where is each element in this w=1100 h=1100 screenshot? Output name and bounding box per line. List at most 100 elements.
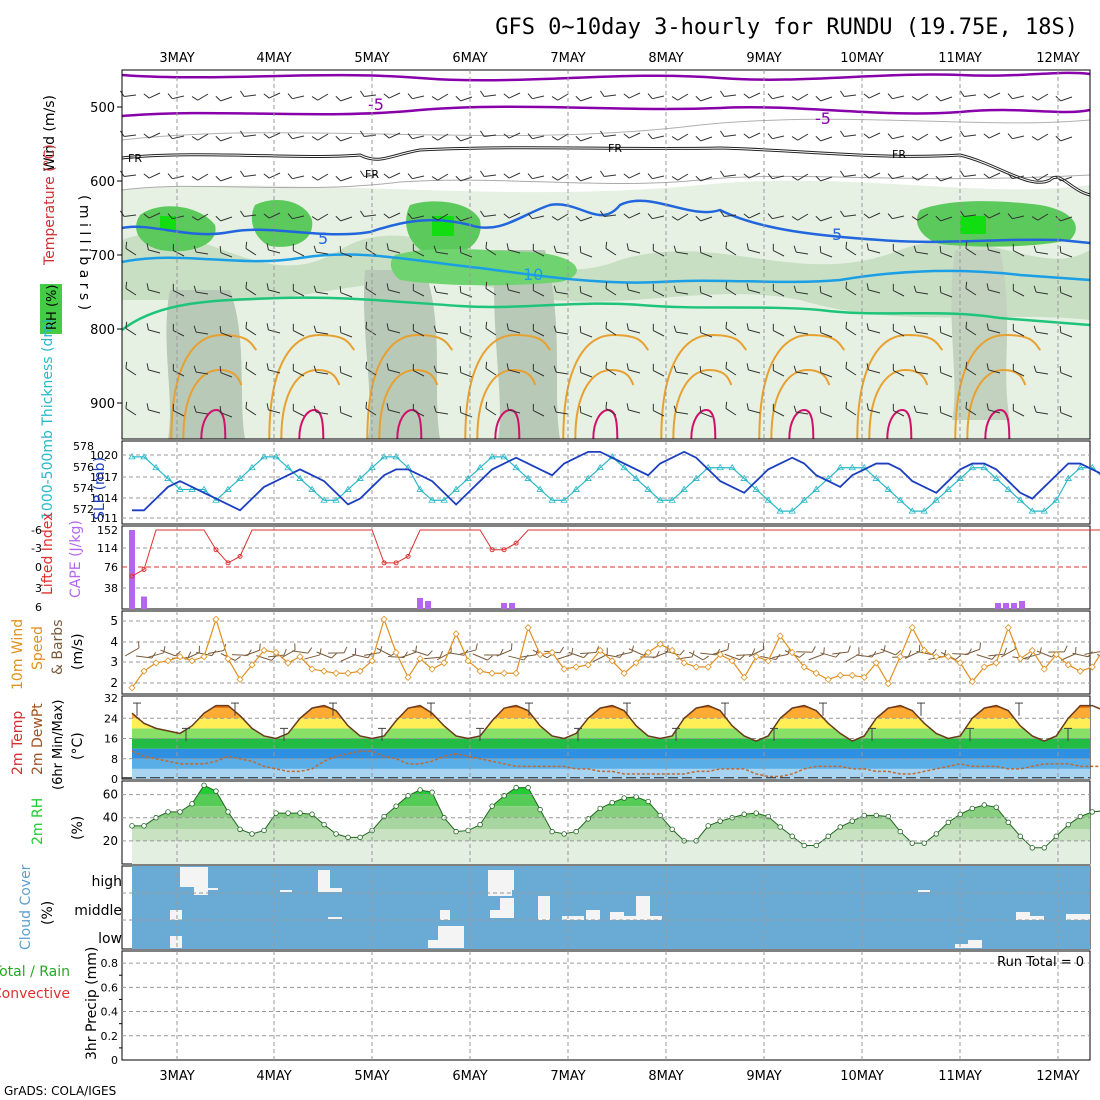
barb-flag bbox=[1012, 283, 1014, 291]
wind-barb bbox=[671, 93, 689, 101]
barb-staff bbox=[725, 288, 737, 296]
barb-flag bbox=[407, 133, 413, 140]
barb-staff bbox=[940, 252, 953, 258]
barb-flag bbox=[506, 283, 509, 290]
orange-isotherm-inner bbox=[770, 368, 831, 440]
barb-flag bbox=[746, 243, 749, 250]
barb-staff bbox=[676, 411, 689, 415]
rh-point bbox=[321, 821, 327, 828]
barb-staff bbox=[604, 214, 617, 217]
wind-barb bbox=[699, 365, 713, 378]
surface-barb-staff bbox=[592, 653, 608, 663]
barb-staff bbox=[1012, 135, 1025, 140]
barb-flag bbox=[772, 283, 774, 291]
wind-barb bbox=[892, 283, 905, 297]
barb-flag bbox=[671, 96, 678, 101]
surface-barb-flag bbox=[823, 647, 825, 655]
barb-staff bbox=[557, 213, 569, 221]
barb-staff bbox=[388, 172, 401, 179]
barb-flag bbox=[935, 95, 942, 102]
rh-point bbox=[141, 823, 147, 829]
wind-barb bbox=[772, 323, 785, 337]
wind-barb bbox=[503, 92, 521, 99]
day-label-bottom: 8MAY bbox=[648, 1069, 683, 1084]
thickness-point bbox=[188, 485, 196, 492]
barb-staff bbox=[412, 135, 425, 140]
rh-point bbox=[993, 804, 999, 810]
surface-barb-flag bbox=[691, 650, 695, 658]
wind-barb bbox=[359, 130, 377, 137]
wind-speed-point bbox=[656, 640, 664, 648]
wind-barb bbox=[887, 93, 905, 100]
barb-flag bbox=[431, 96, 438, 101]
barb-flag bbox=[287, 213, 293, 220]
wind-speed-point bbox=[728, 657, 736, 665]
wind-barb bbox=[1007, 93, 1025, 100]
barb-staff bbox=[532, 215, 545, 220]
wind-speed-point bbox=[164, 657, 172, 665]
barb-flag bbox=[699, 405, 702, 413]
cloud-block bbox=[538, 896, 550, 920]
barb-flag bbox=[1059, 365, 1062, 373]
barb-flag bbox=[506, 323, 509, 330]
wind-barb bbox=[647, 93, 665, 100]
thickness-point bbox=[272, 453, 280, 460]
thickness-point bbox=[752, 485, 760, 492]
day-label-bottom: 6MAY bbox=[452, 1069, 487, 1084]
wind-barb bbox=[172, 323, 185, 337]
barb-flag bbox=[383, 173, 390, 179]
surface-barb-staff bbox=[352, 653, 368, 659]
thickness-point bbox=[644, 485, 652, 492]
barb-staff bbox=[148, 329, 161, 334]
surface-barb-flag bbox=[259, 643, 261, 651]
barb-flag bbox=[266, 243, 269, 250]
barb-staff bbox=[533, 410, 545, 417]
rh-point bbox=[273, 810, 279, 816]
wind-barb bbox=[383, 132, 401, 139]
wind-barb bbox=[433, 365, 449, 375]
surface-barb-staff bbox=[520, 654, 537, 658]
barb-staff bbox=[845, 408, 857, 416]
surface-barb-staff bbox=[772, 653, 789, 659]
thickness-point bbox=[452, 485, 460, 492]
barb-flag bbox=[743, 93, 750, 99]
rh-band bbox=[132, 829, 1090, 841]
barb-flag bbox=[191, 136, 198, 141]
lifted-index-point bbox=[129, 573, 135, 579]
wind-barb bbox=[386, 363, 401, 374]
barb-flag bbox=[459, 245, 462, 253]
barb-flag bbox=[673, 405, 677, 413]
upper-ylabel-temp: Temperature (°C) bbox=[42, 144, 58, 266]
thickness-tick-label: 574 bbox=[73, 482, 94, 495]
barb-flag bbox=[911, 176, 918, 181]
surface-barb-flag bbox=[1003, 647, 1008, 655]
orange-isotherm-inner bbox=[574, 368, 635, 440]
thickness-point bbox=[260, 453, 268, 460]
rh-point bbox=[297, 810, 303, 816]
barb-flag bbox=[553, 405, 557, 413]
barb-flag bbox=[623, 93, 630, 99]
thickness-point bbox=[956, 474, 964, 481]
wind-barb bbox=[339, 365, 353, 378]
wind-barb bbox=[245, 361, 257, 376]
wind-barb bbox=[433, 285, 449, 295]
barb-staff bbox=[365, 368, 377, 376]
wind-barb bbox=[746, 243, 761, 254]
surface-barb-staff bbox=[652, 651, 668, 659]
wind-barb bbox=[746, 403, 761, 414]
thickness-point bbox=[368, 463, 376, 471]
wind-speed-point bbox=[308, 665, 316, 673]
wind-barb bbox=[219, 325, 233, 338]
temp-tick-label: 32 bbox=[104, 692, 118, 705]
barb-staff bbox=[460, 136, 473, 142]
rh-point bbox=[477, 821, 483, 828]
cloud-block bbox=[968, 940, 982, 948]
barb-flag bbox=[266, 403, 269, 410]
barb-flag bbox=[793, 285, 797, 293]
wind-barb bbox=[125, 321, 137, 336]
barb-flag bbox=[551, 216, 558, 221]
temp-band bbox=[132, 718, 1090, 729]
barb-flag bbox=[863, 133, 870, 139]
barb-staff bbox=[748, 92, 761, 99]
